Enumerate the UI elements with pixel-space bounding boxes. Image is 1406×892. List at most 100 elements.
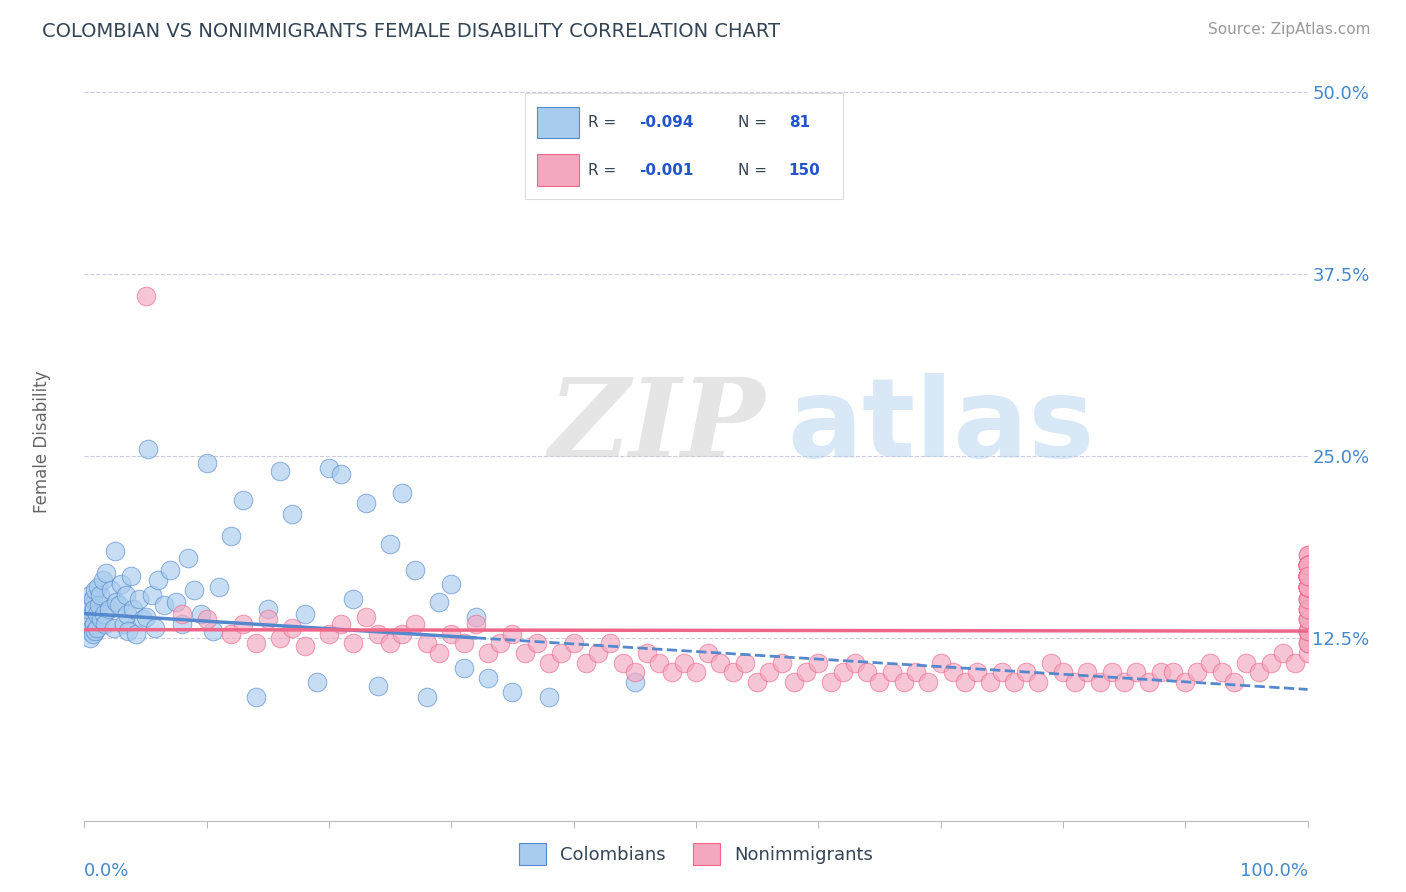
Point bbox=[1296, 558, 1319, 573]
Point bbox=[195, 612, 218, 626]
Point bbox=[1260, 656, 1282, 670]
Point bbox=[82, 592, 104, 607]
Point bbox=[1296, 558, 1319, 573]
Point bbox=[1296, 568, 1319, 582]
Point bbox=[648, 656, 671, 670]
Point bbox=[869, 675, 891, 690]
Point bbox=[84, 583, 107, 598]
Point bbox=[464, 616, 486, 631]
Point bbox=[367, 680, 389, 694]
Point bbox=[440, 577, 463, 591]
Point bbox=[464, 609, 486, 624]
Point bbox=[232, 616, 254, 631]
Point bbox=[1296, 558, 1319, 573]
Point bbox=[513, 646, 536, 660]
Point bbox=[709, 656, 731, 670]
Point bbox=[1296, 580, 1319, 594]
Point bbox=[1296, 568, 1319, 582]
Point bbox=[758, 665, 780, 679]
Point bbox=[305, 675, 328, 690]
Point bbox=[77, 624, 100, 639]
Point bbox=[1296, 568, 1319, 582]
Point bbox=[93, 607, 115, 621]
Point bbox=[672, 656, 695, 670]
Point bbox=[1015, 665, 1038, 679]
Text: 0.0%: 0.0% bbox=[84, 863, 129, 880]
Point bbox=[1161, 665, 1184, 679]
Point bbox=[453, 636, 475, 650]
Point bbox=[1296, 568, 1319, 582]
Point bbox=[1247, 665, 1270, 679]
Legend: Colombians, Nonimmigrants: Colombians, Nonimmigrants bbox=[512, 836, 880, 872]
Point bbox=[1296, 612, 1319, 626]
Point bbox=[77, 595, 100, 609]
Point bbox=[318, 460, 340, 475]
Point bbox=[1296, 580, 1319, 594]
Point bbox=[880, 665, 903, 679]
Point bbox=[1296, 602, 1319, 616]
Point bbox=[502, 627, 524, 641]
Point bbox=[86, 607, 108, 621]
Point bbox=[1272, 646, 1295, 660]
Point bbox=[1296, 612, 1319, 626]
Point bbox=[1296, 580, 1319, 594]
Point bbox=[1296, 580, 1319, 594]
Point bbox=[1296, 580, 1319, 594]
Point bbox=[1296, 580, 1319, 594]
Point bbox=[1296, 580, 1319, 594]
Point bbox=[84, 624, 107, 639]
Point bbox=[115, 607, 138, 621]
Point bbox=[294, 607, 316, 621]
Point bbox=[477, 646, 499, 660]
Point bbox=[1296, 602, 1319, 616]
Point bbox=[538, 690, 561, 704]
Point bbox=[141, 588, 163, 602]
Point bbox=[1296, 592, 1319, 607]
Point bbox=[201, 624, 224, 639]
Point bbox=[86, 621, 108, 635]
Point bbox=[1296, 612, 1319, 626]
Point bbox=[190, 607, 212, 621]
Point bbox=[79, 632, 101, 646]
Point bbox=[404, 563, 426, 577]
Point bbox=[502, 685, 524, 699]
Point bbox=[117, 624, 139, 639]
Point bbox=[82, 627, 104, 641]
Point bbox=[1296, 580, 1319, 594]
Point bbox=[77, 602, 100, 616]
Point bbox=[1296, 558, 1319, 573]
Point bbox=[195, 457, 218, 471]
Point bbox=[1125, 665, 1147, 679]
Point bbox=[135, 289, 157, 303]
Point bbox=[1198, 656, 1220, 670]
Text: Source: ZipAtlas.com: Source: ZipAtlas.com bbox=[1208, 22, 1371, 37]
Point bbox=[153, 598, 176, 612]
Point bbox=[893, 675, 915, 690]
Point bbox=[599, 636, 621, 650]
Point bbox=[367, 627, 389, 641]
Point bbox=[97, 602, 120, 616]
Point bbox=[1296, 568, 1319, 582]
Point bbox=[1296, 558, 1319, 573]
Point bbox=[1296, 592, 1319, 607]
Point bbox=[79, 588, 101, 602]
Point bbox=[330, 616, 353, 631]
Point bbox=[105, 595, 128, 609]
Point bbox=[391, 485, 413, 500]
Point bbox=[77, 616, 100, 631]
Point bbox=[1284, 656, 1306, 670]
Point bbox=[1296, 558, 1319, 573]
Point bbox=[269, 632, 291, 646]
Point bbox=[929, 656, 952, 670]
Point bbox=[165, 595, 187, 609]
Point bbox=[122, 602, 145, 616]
Point bbox=[404, 616, 426, 631]
Point bbox=[1174, 675, 1197, 690]
Point bbox=[1296, 558, 1319, 573]
Point bbox=[1296, 624, 1319, 639]
Point bbox=[1296, 568, 1319, 582]
Point bbox=[354, 609, 377, 624]
Point bbox=[427, 595, 450, 609]
Point bbox=[87, 580, 110, 594]
Point bbox=[257, 612, 280, 626]
